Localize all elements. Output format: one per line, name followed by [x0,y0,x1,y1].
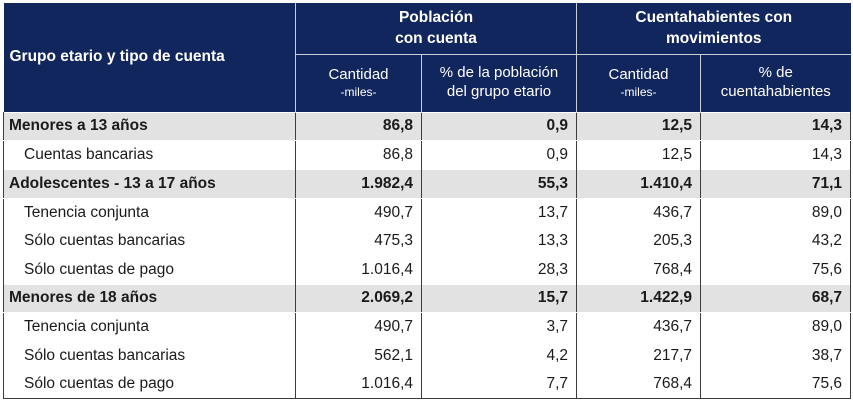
table-row: Sólo cuentas bancarias 475,3 13,3 205,3 … [3,226,852,256]
cell-value: 768,4 [576,370,701,400]
table-row: Tenencia conjunta 490,7 3,7 436,7 89,0 [3,312,852,342]
cell-value: 3,7 [420,312,577,342]
column-header-cantidad-miles-2: Cantidad -miles- [576,54,701,112]
column-header-pct-cuentahabientes: % de cuentahabientes [700,54,851,112]
cell-value: 1.016,4 [295,370,422,400]
cell-value: 15,7 [420,283,577,314]
column-header-label-line2: cuentahabientes [720,83,831,100]
cell-value: 13,3 [420,226,577,256]
table-row: Sólo cuentas bancarias 562,1 4,2 217,7 3… [3,341,852,371]
row-label: Adolescentes - 13 a 17 años [3,168,296,199]
cell-value: 38,7 [700,341,852,371]
cell-value: 68,7 [700,283,852,314]
cell-value: 75,6 [700,370,852,400]
row-label: Sólo cuentas bancarias [3,341,296,371]
column-header-label: Cantidad [608,66,669,84]
cell-value: 86,8 [295,140,422,170]
column-header-cantidad-miles-1: Cantidad -miles- [295,54,422,112]
cell-value: 205,3 [576,226,701,256]
cell-value: 28,3 [420,255,577,285]
column-header-label: % de la población [439,64,559,82]
cell-value: 14,3 [700,140,852,170]
cell-value: 43,2 [700,226,852,256]
table-row-group: Adolescentes - 13 a 17 años 1.982,4 55,3… [3,168,852,199]
cell-value: 2.069,2 [295,283,422,314]
table-row-group: Menores a 13 años 86,8 0,9 12,5 14,3 [3,111,852,142]
cell-value: 436,7 [576,312,701,342]
column-header-unit: -miles- [620,84,657,99]
cell-value: 1.410,4 [576,168,701,199]
group-header-poblacion-con-cuenta: Población con cuenta [294,3,577,55]
cell-value: 768,4 [576,255,701,285]
table-body: Menores a 13 años 86,8 0,9 12,5 14,3 Cue… [3,111,852,400]
cell-value: 0,9 [420,140,577,170]
column-header-pct-poblacion: % de la población del grupo etario [420,54,577,112]
cell-value: 490,7 [295,312,422,342]
row-label: Cuentas bancarias [3,140,296,170]
table-header: Grupo etario y tipo de cuenta Población … [3,3,851,112]
column-header-label: % de [758,64,793,82]
cell-value: 12,5 [576,111,701,142]
cell-value: 86,8 [295,111,422,142]
row-label: Sólo cuentas de pago [3,255,296,285]
cell-value: 12,5 [576,140,701,170]
cell-value: 13,7 [420,198,577,227]
table-row: Sólo cuentas de pago 1.016,4 7,7 768,4 7… [3,370,852,400]
table-row-group: Menores de 18 años 2.069,2 15,7 1.422,9 … [3,283,852,314]
row-label: Menores a 13 años [3,111,296,142]
cell-value: 75,6 [700,255,852,285]
header-group-row: Grupo etario y tipo de cuenta Población … [3,3,851,112]
cell-value: 1.016,4 [295,255,422,285]
corner-header: Grupo etario y tipo de cuenta [3,3,296,112]
cell-value: 71,1 [700,168,852,199]
table-row: Sólo cuentas de pago 1.016,4 28,3 768,4 … [3,255,852,285]
cell-value: 4,2 [420,341,577,371]
cell-value: 562,1 [295,341,422,371]
cell-value: 89,0 [700,312,852,342]
column-header-label: Cantidad [328,66,389,84]
cell-value: 490,7 [295,198,422,227]
row-label: Tenencia conjunta [3,312,296,342]
table-row: Tenencia conjunta 490,7 13,7 436,7 89,0 [3,198,852,227]
cell-value: 217,7 [576,341,701,371]
group-header-cuentahabientes-con-movimientos: Cuentahabientes con movimientos [576,3,851,55]
cell-value: 475,3 [295,226,422,256]
column-header-unit: -miles- [340,84,377,99]
header-sub-row: Cantidad -miles- % de la población del g… [4,54,851,112]
table-row: Cuentas bancarias 86,8 0,9 12,5 14,3 [3,140,852,170]
cell-value: 7,7 [420,370,577,400]
cell-value: 1.422,9 [576,283,701,314]
row-label: Menores de 18 años [3,283,296,314]
cell-value: 14,3 [700,111,852,142]
cell-value: 89,0 [700,198,852,227]
row-label: Tenencia conjunta [3,198,296,227]
row-label: Sólo cuentas bancarias [3,226,296,256]
cell-value: 55,3 [420,168,577,199]
cell-value: 436,7 [576,198,701,227]
row-label: Sólo cuentas de pago [3,370,296,400]
column-header-label-line2: del grupo etario [446,83,552,100]
accounts-by-age-table: Grupo etario y tipo de cuenta Población … [3,3,852,400]
cell-value: 1.982,4 [295,168,422,199]
cell-value: 0,9 [420,111,577,142]
